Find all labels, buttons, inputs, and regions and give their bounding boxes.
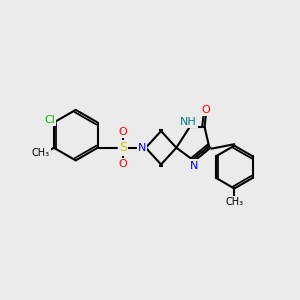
Text: Cl: Cl	[44, 115, 55, 125]
Text: N: N	[138, 143, 146, 153]
Text: S: S	[119, 141, 127, 154]
Text: CH₃: CH₃	[225, 197, 243, 207]
Text: CH₃: CH₃	[32, 148, 50, 158]
Text: O: O	[202, 105, 210, 115]
Text: O: O	[118, 127, 127, 137]
Text: N: N	[190, 160, 198, 171]
Text: O: O	[118, 159, 127, 169]
Text: NH: NH	[180, 117, 196, 127]
